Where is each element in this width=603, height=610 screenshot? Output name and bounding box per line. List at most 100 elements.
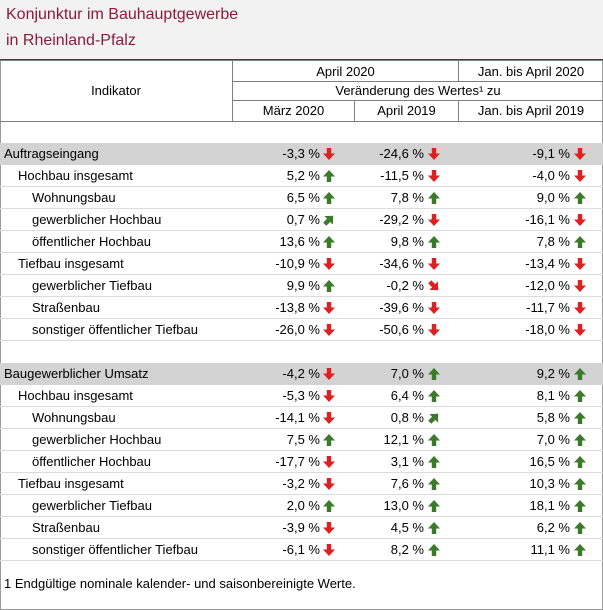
value-col-2: -0,2 % — [386, 278, 424, 293]
arrow-down-icon — [427, 301, 441, 315]
table-row: Tiefbau insgesamt -3,2 % 7,6 % 10,3 % — [0, 473, 603, 495]
row-label: gewerblicher Tiefbau — [32, 278, 152, 293]
arrow-up-icon — [427, 433, 441, 447]
row-label: öffentlicher Hochbau — [32, 234, 152, 249]
header-rule-2 — [232, 100, 603, 101]
arrow-down-icon — [322, 389, 336, 403]
arrow-up-icon — [573, 477, 587, 491]
value-col-3: 16,5 % — [529, 454, 570, 469]
value-col-3: 6,2 % — [536, 520, 570, 535]
arrow-up-icon — [322, 169, 336, 183]
row-label: sonstiger öffentlicher Tiefbau — [32, 322, 198, 337]
row-label: Tiefbau insgesamt — [18, 256, 124, 271]
arrow-up-icon — [573, 499, 587, 513]
arrow-upright-icon — [427, 411, 441, 425]
arrow-up-icon — [573, 521, 587, 535]
value-col-3: 10,3 % — [529, 476, 570, 491]
arrow-down-icon — [322, 477, 336, 491]
row-label: gewerblicher Hochbau — [32, 432, 162, 447]
row-label: Straßenbau — [32, 300, 100, 315]
header-april-2020: April 2020 — [316, 63, 375, 79]
value-col-1: -17,7 % — [275, 454, 320, 469]
value-col-1: 7,5 % — [286, 432, 320, 447]
header-rule-bottom — [0, 121, 603, 122]
footnote: 1 Endgültige nominale kalender- und sais… — [4, 576, 356, 591]
value-col-2: 6,4 % — [390, 388, 424, 403]
value-col-2: 8,2 % — [390, 542, 424, 557]
value-col-3: 7,8 % — [536, 234, 570, 249]
header-col-maerz-2020: März 2020 — [262, 103, 325, 118]
title-block: Konjunktur im Bauhauptgewerbe in Rheinla… — [0, 0, 603, 60]
row-divider — [0, 560, 603, 561]
arrow-down-icon — [573, 213, 587, 227]
value-col-1: -14,1 % — [275, 410, 320, 425]
arrow-down-icon — [322, 257, 336, 271]
row-divider — [0, 428, 603, 429]
row-label: Straßenbau — [32, 520, 100, 535]
arrow-up-icon — [427, 455, 441, 469]
arrow-up-icon — [427, 521, 441, 535]
table-row: öffentlicher Hochbau 13,6 % 9,8 % 7,8 % — [0, 231, 603, 253]
value-col-1: 6,5 % — [286, 190, 320, 205]
value-col-1: -26,0 % — [275, 322, 320, 337]
arrow-up-icon — [322, 433, 336, 447]
arrow-up-icon — [322, 279, 336, 293]
value-col-3: 11,1 % — [530, 542, 570, 557]
value-col-3: 9,0 % — [536, 190, 570, 205]
row-divider — [0, 252, 603, 253]
row-label: öffentlicher Hochbau — [32, 454, 152, 469]
table-row: Tiefbau insgesamt -10,9 % -34,6 % -13,4 % — [0, 253, 603, 275]
row-divider — [0, 472, 603, 473]
table-row: sonstiger öffentlicher Tiefbau -26,0 % -50… — [0, 319, 603, 341]
arrow-down-icon — [322, 367, 336, 381]
value-col-3: -9,1 % — [532, 146, 570, 161]
row-label: Baugewerblicher Umsatz — [4, 366, 149, 381]
arrow-up-icon — [322, 499, 336, 513]
arrow-up-icon — [427, 543, 441, 557]
header-col-april-2019: April 2019 — [377, 103, 436, 118]
value-col-1: 2,0 % — [286, 498, 320, 513]
arrow-up-icon — [573, 367, 587, 381]
row-divider — [0, 296, 603, 297]
row-divider — [0, 406, 603, 407]
row-label: gewerblicher Hochbau — [32, 212, 162, 227]
arrow-down-icon — [322, 147, 336, 161]
arrow-up-icon — [573, 543, 587, 557]
value-col-1: -3,2 % — [282, 476, 320, 491]
row-divider — [0, 318, 603, 319]
row-divider — [0, 538, 603, 539]
value-col-1: 0,7 % — [286, 212, 320, 227]
value-col-2: 7,6 % — [390, 476, 424, 491]
arrow-up-icon — [322, 235, 336, 249]
arrow-up-icon — [427, 367, 441, 381]
value-col-1: 9,9 % — [286, 278, 320, 293]
row-label: gewerblicher Tiefbau — [32, 498, 152, 513]
value-col-1: -5,3 % — [282, 388, 320, 403]
value-col-1: -3,3 % — [282, 146, 320, 161]
table-row: Hochbau insgesamt 5,2 % -11,5 % -4,0 % — [0, 165, 603, 187]
arrow-up-icon — [573, 389, 587, 403]
header-rule-top — [0, 60, 603, 61]
arrow-down-icon — [427, 323, 441, 337]
table-row: gewerblicher Hochbau 7,5 % 12,1 % 7,0 % — [0, 429, 603, 451]
value-col-2: -34,6 % — [379, 256, 424, 271]
row-divider — [0, 340, 603, 341]
header-vrule-4 — [458, 100, 459, 122]
table-row: Wohnungsbau -14,1 % 0,8 % 5,8 % — [0, 407, 603, 429]
value-col-1: -13,8 % — [275, 300, 320, 315]
row-label: Hochbau insgesamt — [18, 388, 133, 403]
table-row: öffentlicher Hochbau -17,7 % 3,1 % 16,5 % — [0, 451, 603, 473]
value-col-2: 13,0 % — [383, 498, 424, 513]
value-col-2: 3,1 % — [390, 454, 424, 469]
arrow-up-icon — [427, 499, 441, 513]
row-divider — [0, 516, 603, 517]
arrow-down-icon — [322, 323, 336, 337]
section-row: Baugewerblicher Umsatz -4,2 % 7,0 % 9,2 % — [0, 363, 603, 385]
arrow-down-icon — [427, 169, 441, 183]
value-col-2: 12,1 % — [383, 432, 424, 447]
arrow-downright-icon — [427, 279, 441, 293]
arrow-down-icon — [322, 521, 336, 535]
value-col-3: 18,1 % — [529, 498, 570, 513]
table-row: gewerblicher Tiefbau 2,0 % 13,0 % 18,1 % — [0, 495, 603, 517]
value-col-2: -11,5 % — [380, 168, 424, 183]
